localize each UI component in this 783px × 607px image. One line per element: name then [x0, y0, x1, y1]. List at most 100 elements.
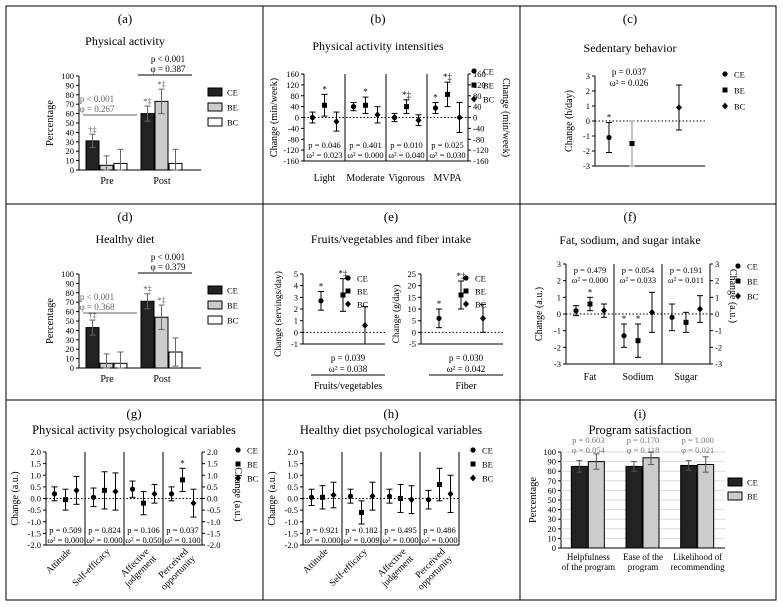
data-point — [318, 298, 324, 304]
tick-label: -160 — [283, 156, 299, 166]
legend-label: BE — [357, 287, 368, 297]
y-axis-label: Change (servings/day) — [273, 271, 284, 357]
tick-label: 40 — [473, 102, 482, 112]
stat-p: p < 0.001 — [151, 54, 185, 64]
error-bar — [593, 453, 600, 470]
tick-label: -3 — [583, 161, 590, 171]
tick-label: 0 — [715, 309, 719, 319]
tick-label: 0 — [295, 113, 299, 123]
stat-effect: ω² = 0.033 — [620, 275, 656, 285]
legend-label: BC — [734, 102, 746, 112]
stat-effect: ω² = 0.000 — [347, 150, 383, 160]
tick-label: 0.0 — [287, 494, 298, 504]
x-tick-label: of the program — [562, 562, 615, 572]
stat-p: p < 0.001 — [151, 252, 185, 262]
error-bar — [158, 304, 165, 330]
data-point — [386, 493, 393, 499]
legend-marker — [722, 87, 728, 93]
tick-label: 0 — [70, 363, 74, 373]
legend-label: CE — [357, 274, 368, 284]
tick-label: -5 — [409, 339, 416, 349]
significance-marker: * — [437, 299, 442, 309]
x-tick-label: Pre — [100, 176, 114, 187]
tick-label: 2 — [294, 304, 298, 314]
tick-label: 3 — [586, 71, 590, 81]
stat-p: p = 0.824 — [88, 525, 121, 535]
data-point — [102, 487, 107, 493]
panel-label: (c) — [623, 11, 637, 26]
tick-label: 1.0 — [207, 470, 218, 480]
stat-p: p = 0.479 — [574, 265, 606, 275]
significance-marker: †‡ — [88, 124, 97, 134]
error-bar — [89, 319, 96, 336]
panel-label: (i) — [634, 406, 646, 421]
bar — [140, 300, 155, 369]
tick-label: 1.0 — [287, 470, 298, 480]
tick-label: 1 — [586, 101, 590, 111]
legend-swatch — [727, 491, 743, 501]
stat-p: p = 0.054 — [622, 265, 655, 275]
stat-p: p = 0.039 — [331, 353, 366, 363]
legend-marker — [345, 275, 351, 281]
error-bar — [648, 451, 654, 465]
tick-label: 1.0 — [30, 470, 41, 480]
stat-effect: ω² = 0.011 — [668, 275, 704, 285]
legend-label: CE — [482, 446, 493, 456]
legend-label: CE — [483, 67, 494, 77]
data-point — [649, 308, 655, 316]
legend-marker — [463, 300, 469, 308]
tick-label: 0.0 — [207, 494, 218, 504]
stat-p: p = 0.046 — [308, 140, 340, 150]
panel-label: (a) — [118, 11, 132, 26]
panel-label: (g) — [126, 406, 141, 421]
tick-label: 30 — [66, 137, 75, 147]
x-tick-label: Affectivejudgement — [115, 546, 159, 590]
data-point — [697, 305, 703, 313]
stat-p: p = 0.182 — [345, 525, 377, 535]
tick-label: -160 — [473, 156, 489, 166]
stat-effect: ω² = 0.030 — [429, 150, 465, 160]
x-tick-label-line: Self-efficacy — [70, 546, 113, 589]
significance-marker: †‡ — [88, 310, 97, 320]
x-tick-label: Moderate — [346, 173, 385, 184]
error-bar — [103, 155, 110, 171]
legend-marker — [463, 275, 469, 281]
legend-swatch — [207, 117, 223, 127]
legend-marker — [235, 447, 241, 453]
x-axis-label: Fiber — [455, 381, 477, 392]
legend-label: CE — [747, 478, 758, 488]
legend-marker — [345, 288, 351, 294]
tick-label: 80 — [291, 91, 300, 101]
legend-marker — [470, 447, 476, 453]
stat-effect: ω² = 0.000 — [421, 535, 457, 545]
significance-marker: * — [588, 287, 593, 297]
legend-label: CE — [247, 446, 258, 456]
panel-h: (h) Healthy diet psychological variables2… — [267, 406, 494, 593]
error-bar — [631, 461, 637, 472]
data-point — [621, 333, 627, 339]
legend-swatch — [207, 315, 223, 325]
data-point — [445, 91, 450, 97]
legend-label: BC — [357, 300, 369, 310]
tick-label: 5 — [412, 316, 416, 326]
tick-label: 20 — [66, 146, 75, 156]
tick-label: -3 — [554, 359, 561, 369]
data-point — [458, 292, 464, 298]
error-bar — [144, 293, 151, 310]
tick-label: 20 — [548, 524, 557, 534]
tick-label: 2.0 — [287, 447, 298, 457]
data-point — [363, 102, 368, 108]
stat-effect: φ = 0.387 — [150, 64, 186, 74]
tick-label: 70 — [66, 297, 75, 307]
data-point — [112, 488, 119, 495]
tick-label: 80 — [66, 288, 75, 298]
tick-label: -40 — [288, 123, 299, 133]
tick-label: 15 — [408, 292, 417, 302]
tick-label: 0 — [552, 543, 556, 553]
stat-effect: ω² = 0.026 — [610, 78, 649, 88]
tick-label: 0.5 — [207, 482, 218, 492]
bar — [625, 465, 643, 549]
legend-swatch — [727, 477, 743, 487]
stat-effect: φ = 0.021 — [681, 445, 714, 455]
